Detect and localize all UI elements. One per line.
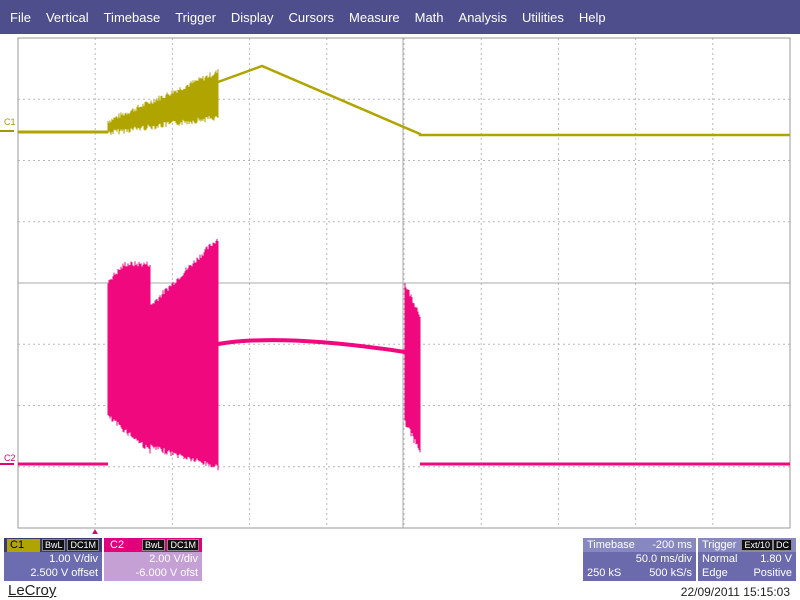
menu-item[interactable]: Timebase: [103, 9, 161, 25]
mode: Normal: [702, 553, 738, 565]
badge: DC: [773, 539, 792, 551]
trigger-marker: [92, 529, 98, 534]
menu-item[interactable]: Trigger: [175, 9, 216, 25]
type: Edge: [702, 567, 728, 579]
menu-item[interactable]: Cursors: [288, 9, 335, 25]
per-div: 50.0 ms/div: [635, 553, 692, 565]
trace-label: C2: [4, 453, 16, 463]
c1-waveform: [18, 64, 790, 137]
sample-rate: 500 kS/s: [649, 567, 692, 579]
channel-name: C2: [110, 538, 125, 551]
menu-item[interactable]: Vertical: [45, 9, 89, 25]
offset: -6.000 V ofst: [135, 567, 198, 579]
badge: DC1M: [67, 539, 99, 551]
c1-panel[interactable]: C1 BwL DC1M 1.00 V/div 2.500 V offset: [4, 538, 102, 581]
menu-item[interactable]: Analysis: [458, 9, 507, 25]
menu-item[interactable]: Measure: [349, 9, 400, 25]
waveform-segment: [149, 238, 219, 471]
level: 1.80 V: [760, 553, 792, 565]
c2-waveform: [18, 238, 790, 471]
waveform-segment: [107, 69, 219, 135]
samples: 250 kS: [587, 567, 622, 579]
c2-panel[interactable]: C2 BwL DC1M 2.00 V/div -6.000 V ofst: [104, 538, 202, 581]
menu-item[interactable]: Display: [230, 9, 274, 25]
menu-item[interactable]: Math: [414, 9, 444, 25]
trace-label: C1: [4, 117, 16, 127]
trigger-panel[interactable]: Trigger Ext/10 DC Normal 1.80 V Edge Positiv…: [698, 538, 796, 581]
channel-name: C1: [7, 538, 40, 552]
timebase-panel[interactable]: Timebase -200 ms 50.0 ms/div 250 kS 500 kS…: [583, 538, 696, 581]
badge: BwL: [41, 539, 66, 551]
waveform-segment: [404, 283, 421, 453]
scale: 2.00 V/div: [149, 553, 198, 565]
menu-item[interactable]: Help: [578, 9, 606, 25]
scale: 1.00 V/div: [49, 553, 98, 565]
delay: -200 ms: [652, 539, 692, 551]
badge: DC1M: [167, 539, 199, 551]
badge: BwL: [141, 539, 166, 551]
slope: Positive: [753, 567, 792, 579]
menu-item[interactable]: Utilities: [521, 9, 564, 25]
label: Trigger: [702, 539, 737, 551]
scope-display: C1 C2: [0, 37, 791, 534]
waveform-segment: [217, 64, 790, 137]
waveform-segment: [217, 338, 406, 354]
graticule-frame: [17, 37, 791, 529]
waveform-segment: [107, 261, 151, 454]
label: Timebase: [587, 539, 635, 551]
menu-bar: File Vertical Timebase Trigger Display Cursor…: [0, 0, 800, 34]
brand: LeCroy: [8, 582, 57, 599]
menu-item[interactable]: File: [10, 9, 31, 25]
badge: Ext/10: [741, 539, 773, 551]
timestamp: 22/09/2011 15:15:03: [680, 585, 790, 599]
offset: 2.500 V offset: [30, 567, 98, 579]
